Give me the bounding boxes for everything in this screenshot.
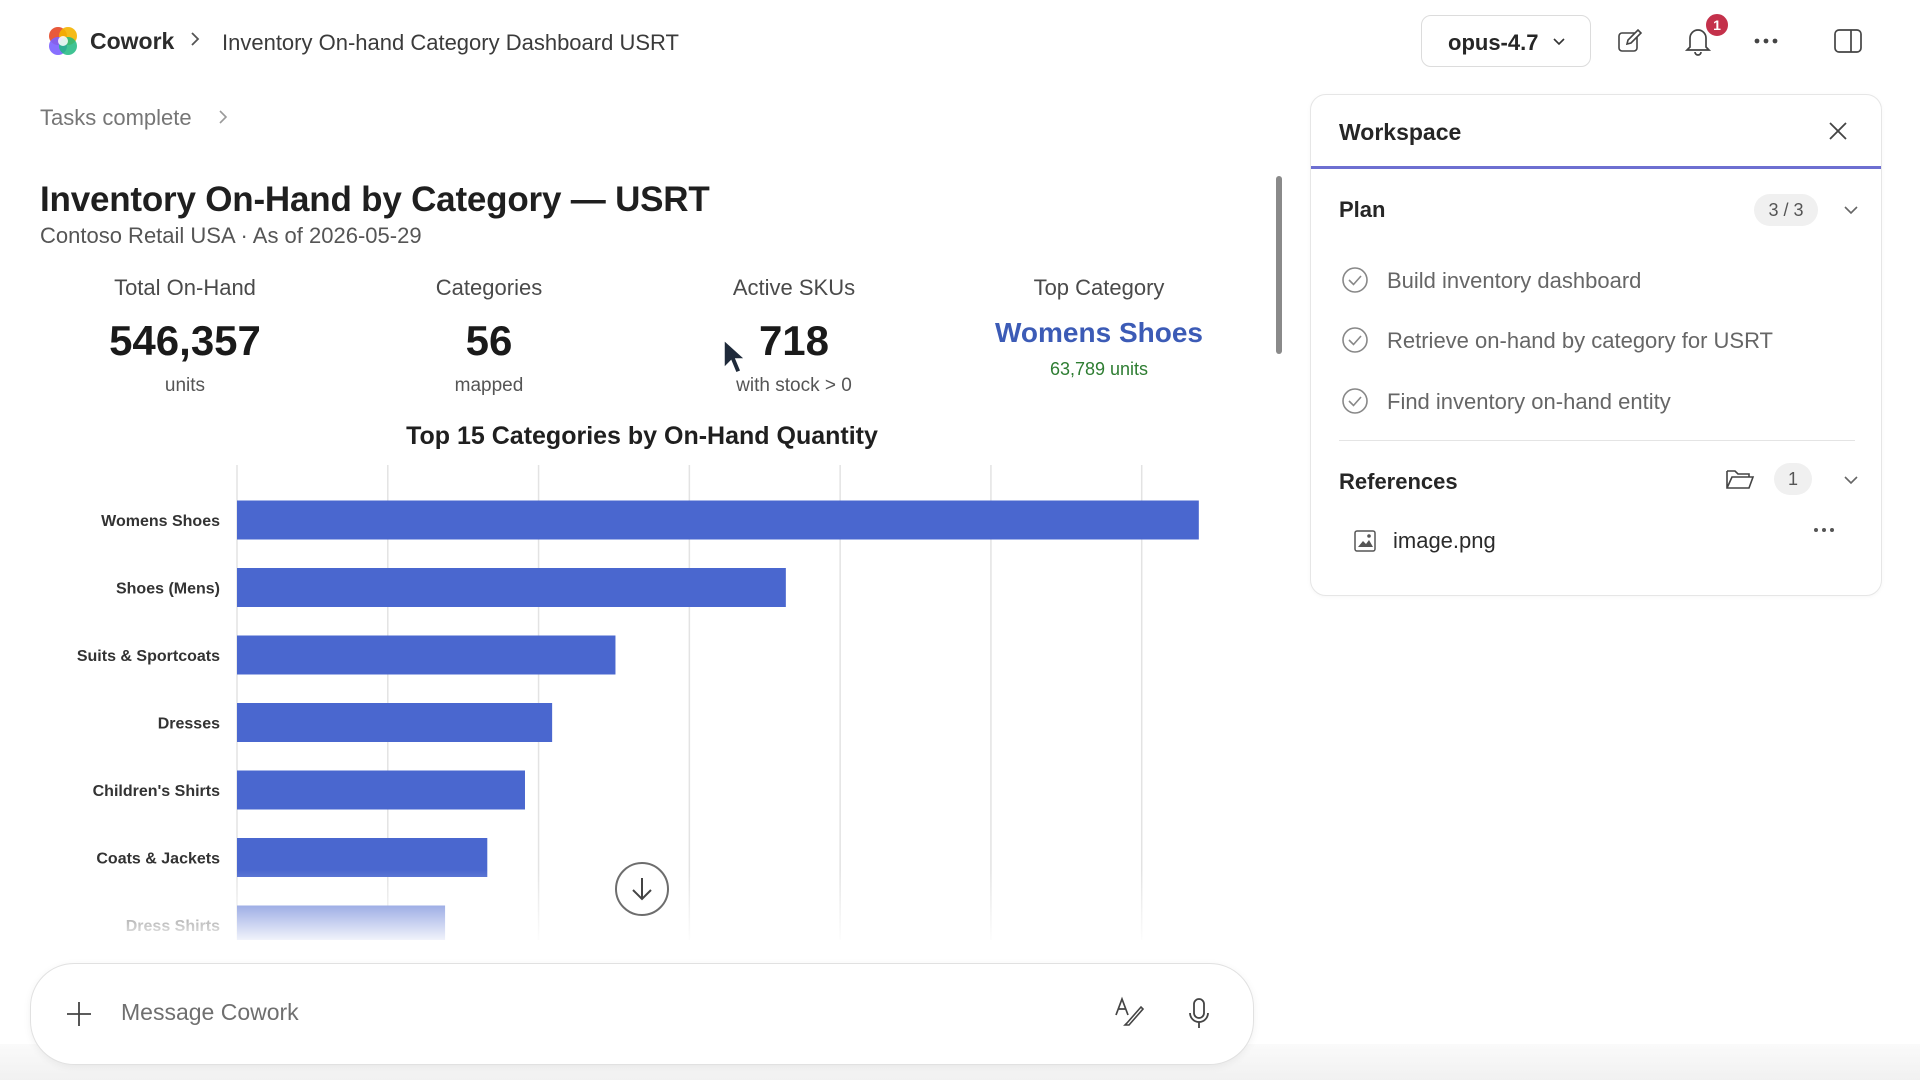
top-category-link[interactable]: Womens Shoes <box>995 317 1203 348</box>
section-divider <box>1339 440 1855 441</box>
content-scrollbar[interactable] <box>1276 176 1282 354</box>
reference-file-item[interactable]: image.png <box>1353 519 1853 563</box>
model-selector-label: opus-4.7 <box>1448 30 1539 55</box>
workspace-title: Workspace <box>1339 119 1462 145</box>
chart-bar[interactable] <box>237 770 525 810</box>
check-circle-icon <box>1342 327 1368 353</box>
microphone-icon[interactable] <box>1187 997 1211 1031</box>
ellipsis-icon[interactable] <box>1813 527 1835 533</box>
scroll-to-bottom-button[interactable] <box>615 862 669 916</box>
side-panel-icon <box>1834 29 1862 53</box>
reference-file-name: image.png <box>1393 528 1496 553</box>
kpi-active-skus: Active SKUs 718 with stock > 0 <box>644 275 944 397</box>
kpi-note: mapped <box>454 375 524 396</box>
check-circle-icon <box>1342 267 1368 293</box>
chart-title: Top 15 Categories by On-Hand Quantity <box>406 422 878 450</box>
bell-icon <box>1684 29 1712 56</box>
plan-label: Plan <box>1339 197 1386 222</box>
chevron-down-icon[interactable] <box>1843 205 1859 215</box>
dashboard-title: Inventory On-Hand by Category — USRT <box>40 180 710 219</box>
chevron-right-icon <box>219 110 228 124</box>
kpi-total-on-hand: Total On-Hand 546,357 units <box>35 275 335 397</box>
model-selector-button[interactable]: opus-4.7 <box>1421 15 1591 67</box>
mouse-cursor-icon <box>723 338 747 374</box>
chart-category-label: Suits & Sportcoats <box>77 648 220 665</box>
chart-bar[interactable] <box>237 838 488 877</box>
workspace-header: Workspace <box>1311 95 1881 169</box>
references-count-badge: 1 <box>1774 463 1812 495</box>
notifications-button[interactable] <box>1679 22 1717 60</box>
app-name[interactable]: Cowork <box>90 28 175 54</box>
compose-icon <box>1618 28 1643 52</box>
kpi-note: units <box>164 375 206 396</box>
kpi-value: 718 <box>758 317 830 364</box>
references-label: References <box>1339 469 1458 494</box>
plan-item-text: Build inventory dashboard <box>1387 268 1642 293</box>
toggle-panel-button[interactable] <box>1829 22 1867 60</box>
chart-category-label: Dresses <box>158 716 220 733</box>
kpi-categories: Categories 56 mapped <box>339 275 639 397</box>
message-input[interactable]: Message Cowork <box>121 999 299 1025</box>
chevron-down-icon[interactable] <box>1843 475 1859 485</box>
new-chat-button[interactable] <box>1611 22 1649 60</box>
image-file-icon <box>1354 530 1376 552</box>
chevron-down-icon <box>1553 38 1565 46</box>
chart-category-label: Children's Shirts <box>93 783 220 800</box>
formatting-icon[interactable] <box>1113 995 1145 1027</box>
kpi-label: Total On-Hand <box>114 275 256 300</box>
notification-badge: 1 <box>1704 12 1730 38</box>
chart-bar[interactable] <box>237 635 616 675</box>
chart-category-label: Coats & Jackets <box>96 851 220 868</box>
chart-bar[interactable] <box>237 905 446 941</box>
plan-item-text: Find inventory on-hand entity <box>1387 389 1671 414</box>
kpi-label: Top Category <box>1033 275 1165 300</box>
kpi-note: with stock > 0 <box>736 375 852 396</box>
chart-bar[interactable] <box>237 568 786 607</box>
dashboard-subtitle: Contoso Retail USA · As of 2026-05-29 <box>40 223 422 248</box>
kpi-note: 63,789 units <box>1049 359 1149 379</box>
chart-category-label: Dress Shirts <box>126 918 220 935</box>
message-composer[interactable]: Message Cowork <box>30 963 1254 1065</box>
top-bar: Cowork Inventory On-hand Category Dashbo… <box>0 0 1920 84</box>
breadcrumb-title: Inventory On-hand Category Dashboard USR… <box>222 30 679 55</box>
arrow-down-icon <box>632 878 652 901</box>
breadcrumb-chevron-icon <box>191 32 200 46</box>
chart-category-label: Womens Shoes <box>101 513 220 530</box>
plan-item-text: Retrieve on-hand by category for USRT <box>1387 328 1773 353</box>
kpi-value: 56 <box>465 317 513 364</box>
kpi-label: Categories <box>435 275 543 300</box>
close-icon[interactable] <box>1826 119 1850 143</box>
kpi-top-category: Top Category Womens Shoes 63,789 units <box>949 275 1249 380</box>
tasks-status-link[interactable]: Tasks complete <box>40 105 192 130</box>
add-attachment-icon[interactable] <box>65 1000 93 1028</box>
workspace-panel: Workspace Plan 3 / 3 Build inventory das… <box>1310 94 1882 596</box>
kpi-value: 546,357 <box>109 317 261 364</box>
kpi-label: Active SKUs <box>732 275 856 300</box>
cowork-logo-icon <box>46 24 80 58</box>
ellipsis-icon <box>1754 38 1778 44</box>
chart-category-label: Shoes (Mens) <box>116 581 220 598</box>
chart-bar[interactable] <box>237 500 1199 540</box>
check-circle-icon <box>1342 388 1368 414</box>
plan-progress-badge: 3 / 3 <box>1754 194 1818 226</box>
folder-open-icon[interactable] <box>1725 466 1755 492</box>
more-options-button[interactable] <box>1747 22 1785 60</box>
chart-bar[interactable] <box>237 703 553 742</box>
plan-section-header[interactable]: Plan 3 / 3 <box>1311 185 1881 235</box>
